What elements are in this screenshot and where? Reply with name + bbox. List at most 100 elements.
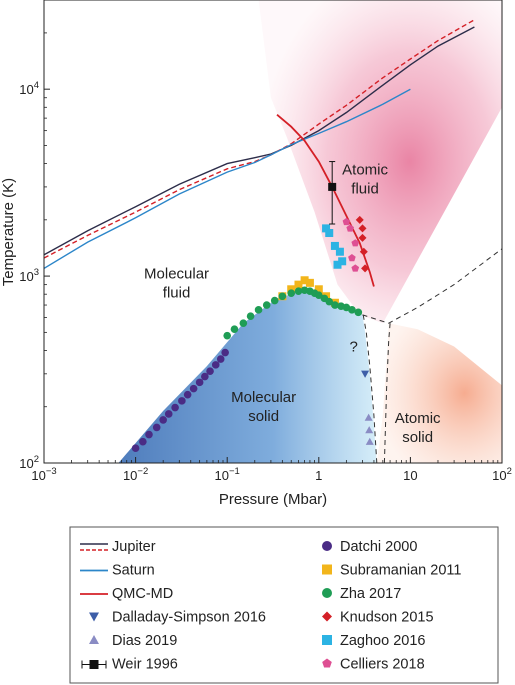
legend-label-dalladay-simpson-2016: Dalladay-Simpson 2016 (112, 610, 266, 626)
data-point-zha-2017 (287, 289, 296, 297)
data-point-celliers-2018 (351, 264, 360, 272)
dashed-boundary-atomic-solid (383, 323, 391, 463)
data-point-knudson-2015 (358, 233, 367, 242)
dashed-boundary-mol-solid (362, 314, 378, 463)
data-point-datchi-2000 (189, 384, 198, 393)
data-points (131, 161, 374, 453)
data-point-subramanian-2011 (305, 278, 314, 287)
data-point-zaghoo-2016 (330, 241, 339, 250)
atomic-fluid-region (258, 0, 502, 324)
data-point-datchi-2000 (139, 437, 147, 446)
data-point-datchi-2000 (211, 361, 220, 369)
data-point-zha-2017 (325, 297, 334, 306)
y-tick-label: 102 (19, 454, 39, 471)
data-point-zha-2017 (315, 291, 323, 300)
data-point-knudson-2015 (361, 264, 370, 273)
data-point-celliers-2018 (342, 217, 351, 226)
legend-box (69, 526, 499, 684)
y-tick-label: 104 (19, 80, 39, 97)
region-label-molecular: Molecular (144, 265, 209, 282)
legend-label-knudson-2015: Knudson 2015 (340, 610, 434, 626)
y-tick-label: 103 (19, 267, 39, 284)
data-point-zha-2017 (262, 301, 271, 309)
data-point-datchi-2000 (164, 410, 173, 418)
data-point-dalladay-simpson-2016 (361, 370, 370, 378)
data-point-subramanian-2011 (314, 285, 323, 294)
phase-boundary-lines (362, 248, 502, 463)
legend-swatch-datchi-2000 (322, 541, 332, 551)
x-tick-label: 1 (315, 468, 322, 483)
legend-label-dias-2019: Dias 2019 (112, 633, 177, 649)
legend-label-datchi-2000: Datchi 2000 (340, 539, 417, 555)
legend-swatch-subramanian-2011 (322, 564, 332, 575)
dashed-boundary-atomic-fluid (362, 248, 502, 324)
legend-swatch-celliers-2018 (322, 658, 332, 668)
x-tick-label: 102 (492, 466, 512, 483)
region-label--: ? (349, 339, 357, 356)
atomic-solid-region (376, 323, 502, 463)
data-point-datchi-2000 (152, 423, 161, 432)
data-point-datchi-2000 (183, 390, 192, 399)
legend-items: Jupiter Saturn QMC-MD Dalladay-Simpson 2016… (80, 539, 461, 673)
data-point-datchi-2000 (206, 367, 214, 375)
data-point-subramanian-2011 (300, 276, 309, 285)
data-point-subramanian-2011 (294, 280, 303, 289)
x-tick-label: 10 (403, 468, 417, 483)
data-point-datchi-2000 (216, 355, 225, 363)
region-label-solid: solid (402, 429, 433, 446)
data-point-datchi-2000 (171, 403, 179, 412)
data-point-datchi-2000 (195, 378, 204, 387)
x-tick-label: 10−1 (215, 466, 240, 483)
data-point-datchi-2000 (221, 348, 229, 357)
x-tick-label: 10−2 (123, 466, 148, 483)
legend-swatch-dias-2019 (89, 635, 99, 644)
data-point-zaghoo-2016 (338, 257, 347, 266)
data-point-zha-2017 (270, 296, 279, 305)
data-point-datchi-2000 (201, 372, 209, 381)
region-label-atomic: Atomic (342, 162, 388, 179)
region-label-molecular: Molecular (231, 389, 296, 406)
legend-label-saturn: Saturn (112, 563, 155, 579)
data-point-celliers-2018 (351, 239, 360, 247)
data-point-zha-2017 (246, 312, 255, 321)
legend-label-weir-1996: Weir 1996 (112, 657, 178, 673)
data-point-zaghoo-2016 (333, 260, 342, 269)
legend-label-celliers-2018: Celliers 2018 (340, 657, 425, 673)
legend-swatch-knudson-2015 (322, 611, 332, 622)
data-point-knudson-2015 (359, 247, 368, 256)
data-point-datchi-2000 (159, 416, 167, 424)
data-point-zha-2017 (294, 287, 303, 296)
data-point-zha-2017 (278, 292, 287, 301)
phase-regions (118, 0, 502, 463)
plot-frame (43, 0, 503, 464)
legend-swatch-zha-2017 (322, 588, 332, 598)
data-point-zha-2017 (254, 306, 263, 314)
data-point-zha-2017 (354, 308, 363, 317)
legend: Jupiter Saturn QMC-MD Dalladay-Simpson 2016… (69, 526, 499, 684)
molecular-solid-region (118, 290, 377, 463)
data-point-zaghoo-2016 (335, 247, 344, 256)
legend-label-jupiter: Jupiter (112, 539, 156, 555)
data-point-zaghoo-2016 (322, 224, 331, 233)
legend-label-subramanian-2011: Subramanian 2011 (340, 563, 461, 579)
region-label-atomic: Atomic (395, 410, 441, 427)
region-label-fluid: fluid (163, 284, 191, 301)
data-point-dias-2019 (365, 437, 374, 445)
data-point-datchi-2000 (131, 444, 140, 453)
data-point-zha-2017 (230, 325, 239, 333)
data-point-celliers-2018 (346, 224, 354, 232)
legend-swatch-weir-1996 (89, 660, 99, 669)
x-axis-title: Pressure (Mbar) (219, 491, 327, 508)
legend-label-zha-2017: Zha 2017 (340, 586, 401, 602)
data-point-zha-2017 (348, 306, 356, 314)
data-point-dias-2019 (364, 413, 373, 421)
region-label-fluid: fluid (351, 181, 379, 198)
data-point-subramanian-2011 (287, 285, 296, 294)
data-point-zaghoo-2016 (325, 229, 334, 238)
legend-swatch-dalladay-simpson-2016 (89, 612, 99, 622)
data-point-datchi-2000 (178, 397, 186, 405)
data-point-celliers-2018 (348, 254, 356, 262)
x-tick-label: 10−3 (31, 466, 56, 483)
legend-label-qmc-md: QMC-MD (112, 586, 173, 602)
